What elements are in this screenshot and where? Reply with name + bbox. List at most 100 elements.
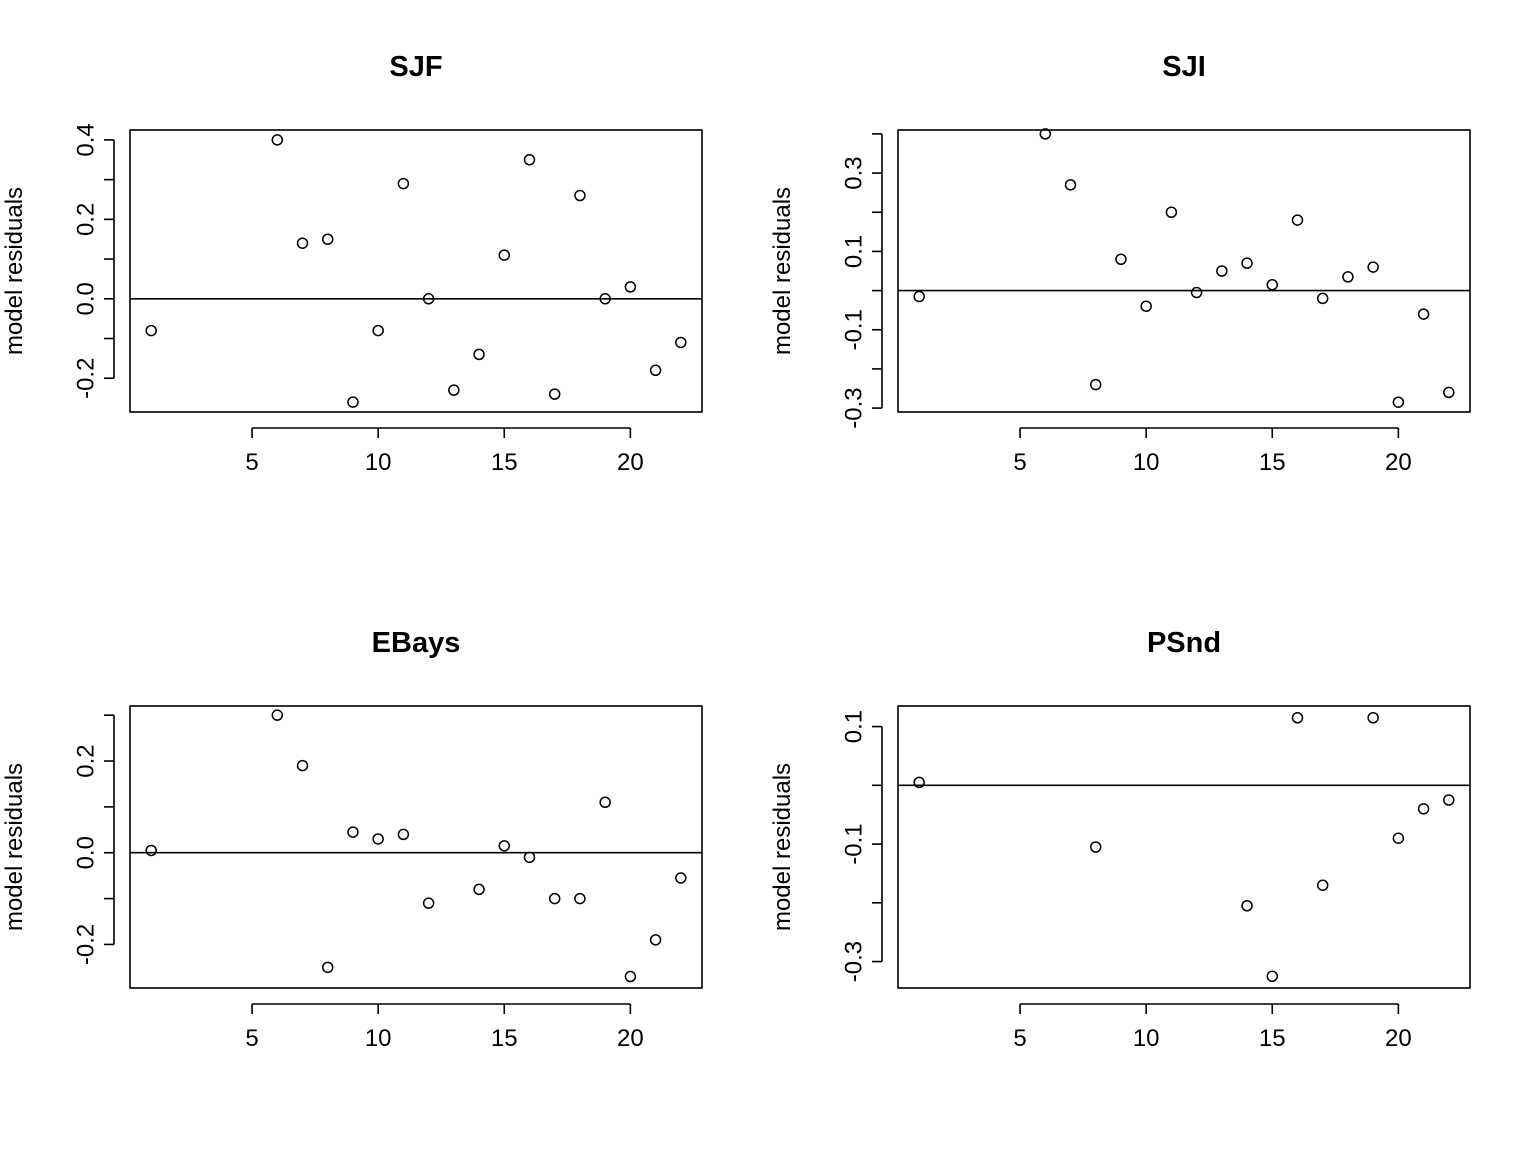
residual-point bbox=[1266, 970, 1279, 982]
x-tick-label: 20 bbox=[617, 449, 644, 476]
plot-frame bbox=[129, 705, 703, 989]
residual-point bbox=[347, 396, 359, 408]
residual-point bbox=[599, 796, 611, 809]
x-tick-label: 5 bbox=[1013, 449, 1026, 476]
plot-frame bbox=[897, 705, 1471, 989]
residual-point bbox=[548, 388, 561, 400]
residual-point bbox=[1064, 179, 1077, 191]
y-axis-label: model residuals bbox=[1, 187, 28, 355]
residual-point bbox=[548, 892, 561, 905]
y-tick-label: 0.3 bbox=[841, 156, 868, 189]
residual-point bbox=[372, 833, 384, 845]
residual-point bbox=[145, 844, 157, 857]
residual-point bbox=[574, 189, 586, 202]
panel-ebays: EBays model residuals -0.2 0.0 0.2 5 10 15 20 bbox=[1, 627, 703, 1052]
residual-point bbox=[1443, 386, 1455, 399]
residual-point bbox=[1266, 278, 1279, 291]
residual-point bbox=[913, 290, 925, 303]
y-tick-label: 0.0 bbox=[73, 282, 100, 315]
panel-title: PSnd bbox=[1147, 627, 1221, 659]
residual-point bbox=[523, 154, 536, 166]
residual-point bbox=[1342, 271, 1354, 283]
residual-point bbox=[347, 826, 359, 838]
y-tick-label: 0.1 bbox=[841, 710, 868, 743]
residual-point bbox=[1392, 832, 1405, 844]
residual-point bbox=[1291, 214, 1304, 226]
x-tick-label: 15 bbox=[491, 1025, 518, 1052]
residual-point bbox=[145, 324, 157, 337]
residual-point bbox=[271, 709, 284, 721]
x-tick-label: 20 bbox=[1385, 449, 1412, 476]
residual-point bbox=[649, 364, 662, 377]
x-tick-label: 10 bbox=[365, 449, 392, 476]
x-tick-label: 10 bbox=[365, 1025, 392, 1052]
x-tick-label: 15 bbox=[1259, 449, 1286, 476]
residual-point bbox=[599, 293, 611, 305]
residual-point bbox=[296, 237, 309, 249]
residual-point bbox=[321, 961, 334, 974]
residual-point bbox=[422, 293, 435, 305]
plot-frame bbox=[897, 129, 1471, 413]
residual-point bbox=[675, 872, 687, 884]
x-tick-label: 20 bbox=[1385, 1025, 1412, 1052]
residual-point bbox=[624, 281, 637, 293]
residual-point bbox=[422, 897, 435, 909]
residual-point bbox=[1115, 253, 1127, 265]
y-tick-label: 0.1 bbox=[841, 235, 868, 268]
residual-point bbox=[1216, 265, 1228, 277]
residual-point bbox=[1367, 261, 1379, 273]
x-tick-label: 5 bbox=[1013, 1025, 1026, 1052]
panel-title: SJF bbox=[389, 51, 442, 83]
residual-point bbox=[1241, 900, 1253, 912]
residual-point bbox=[1417, 803, 1430, 815]
y-tick-label: 0.4 bbox=[73, 123, 100, 156]
residual-point bbox=[1190, 286, 1203, 299]
residual-point bbox=[397, 177, 410, 190]
residual-point bbox=[448, 384, 460, 396]
residual-point bbox=[1316, 879, 1329, 891]
residual-point bbox=[1089, 378, 1102, 391]
residual-point bbox=[1291, 712, 1304, 724]
residual-point bbox=[649, 934, 662, 946]
residual-point bbox=[1367, 712, 1379, 724]
residual-point bbox=[1241, 257, 1253, 269]
y-tick-label: -0.1 bbox=[841, 823, 868, 864]
y-tick-label: 0.2 bbox=[73, 744, 100, 777]
x-tick-label: 10 bbox=[1133, 449, 1160, 476]
panel-title: EBays bbox=[372, 627, 461, 659]
residual-point bbox=[321, 233, 334, 245]
residual-point bbox=[1316, 292, 1329, 305]
residual-point bbox=[1417, 308, 1430, 320]
residual-point bbox=[1165, 206, 1178, 218]
x-tick-label: 10 bbox=[1133, 1025, 1160, 1052]
residual-point bbox=[1039, 128, 1052, 140]
x-tick-label: 20 bbox=[617, 1025, 644, 1052]
panel-title: SJI bbox=[1162, 51, 1206, 83]
residual-point bbox=[624, 970, 637, 983]
panel-sji: SJI model residuals -0.3 -0.1 0.1 0.3 5 10 15 20 bbox=[769, 51, 1471, 476]
y-tick-label: 0.2 bbox=[73, 203, 100, 236]
y-axis-label: model residuals bbox=[769, 187, 796, 355]
y-tick-label: -0.3 bbox=[841, 941, 868, 982]
x-tick-label: 5 bbox=[245, 449, 258, 476]
residual-point bbox=[1140, 300, 1152, 312]
residual-point bbox=[574, 892, 586, 905]
x-tick-label: 15 bbox=[491, 449, 518, 476]
residual-point bbox=[296, 759, 309, 772]
residual-point bbox=[675, 336, 687, 349]
y-axis-label: model residuals bbox=[769, 763, 796, 931]
y-axis-label: model residuals bbox=[1, 763, 28, 931]
x-tick-label: 15 bbox=[1259, 1025, 1286, 1052]
residual-point bbox=[913, 776, 925, 789]
residual-point bbox=[1392, 396, 1405, 408]
y-tick-label: -0.1 bbox=[841, 309, 868, 350]
residual-point bbox=[1089, 841, 1102, 853]
residual-point bbox=[473, 348, 485, 361]
y-tick-label: -0.2 bbox=[73, 924, 100, 965]
y-tick-label: -0.2 bbox=[73, 358, 100, 399]
residual-point bbox=[372, 324, 384, 337]
panel-psnd: PSnd model residuals -0.3 -0.1 0.1 5 10 15 20 bbox=[769, 627, 1471, 1052]
x-tick-label: 5 bbox=[245, 1025, 258, 1052]
residual-point bbox=[397, 828, 410, 841]
